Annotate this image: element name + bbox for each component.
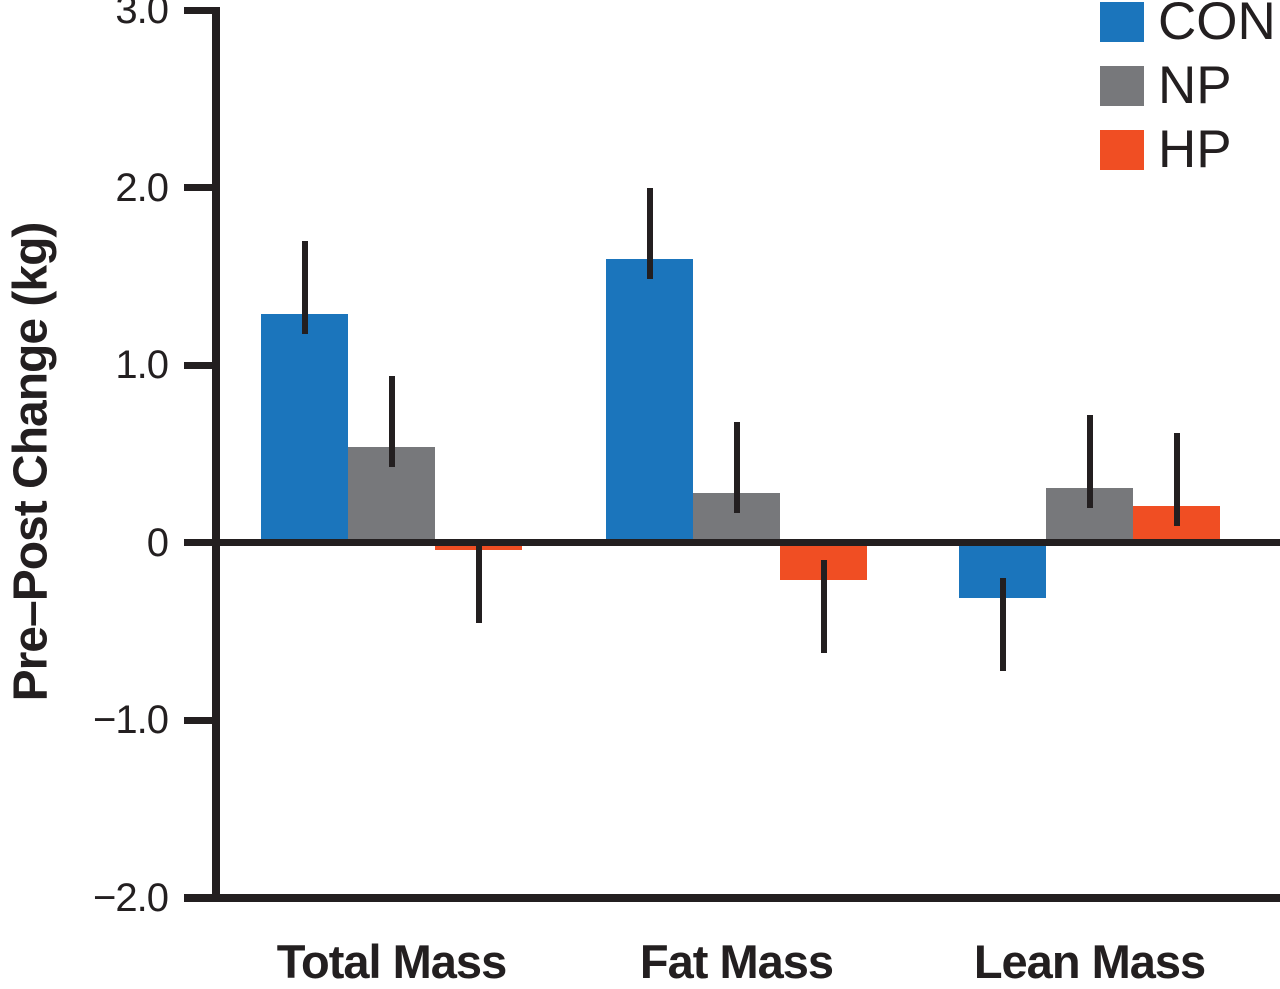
x-category-label-lean-mass: Lean Mass — [973, 935, 1206, 988]
y-tick-label: 1.0 — [115, 343, 169, 388]
legend-label-hp: HP — [1158, 120, 1232, 179]
legend-swatch-hp — [1100, 130, 1144, 170]
y-tick-label: 0 — [146, 520, 169, 565]
y-tick — [184, 361, 212, 369]
error-bar-np-fat-mass — [733, 422, 740, 514]
x-category-label-fat-mass: Fat Mass — [639, 935, 834, 988]
legend-item-np: NP — [1100, 56, 1276, 115]
legend-label-np: NP — [1158, 56, 1232, 115]
error-bar-np-lean-mass — [1086, 414, 1093, 508]
y-tick-label: 2.0 — [115, 165, 169, 210]
legend: CON NP HP — [1100, 0, 1276, 179]
y-tick — [184, 716, 212, 724]
y-axis-title: Pre–Post Change (kg) — [4, 222, 58, 702]
error-bar-np-total-mass — [388, 375, 395, 467]
error-bar-con-fat-mass — [646, 187, 653, 279]
y-tick-label: −2.0 — [93, 876, 169, 920]
y-tick-label: −1.0 — [93, 698, 169, 743]
error-bar-con-lean-mass — [999, 577, 1006, 671]
y-axis-line — [212, 6, 220, 902]
x-category-label-total-mass: Total Mass — [276, 935, 507, 988]
legend-label-con: CON — [1158, 0, 1276, 51]
x-axis-line — [184, 894, 1280, 902]
error-bar-hp-fat-mass — [820, 560, 827, 653]
y-tick-label: 3.0 — [115, 0, 169, 32]
legend-swatch-np — [1100, 66, 1144, 106]
error-bar-hp-lean-mass — [1173, 432, 1180, 526]
error-bar-con-total-mass — [301, 240, 308, 334]
zero-baseline — [184, 539, 1280, 547]
bar-con-fat-mass — [606, 258, 693, 543]
legend-item-con: CON — [1100, 0, 1276, 51]
y-tick — [184, 184, 212, 192]
error-bar-hp-total-mass — [475, 542, 482, 623]
legend-item-hp: HP — [1100, 120, 1276, 179]
bar-con-total-mass — [261, 313, 348, 543]
y-tick — [184, 6, 212, 14]
legend-swatch-con — [1100, 2, 1144, 42]
